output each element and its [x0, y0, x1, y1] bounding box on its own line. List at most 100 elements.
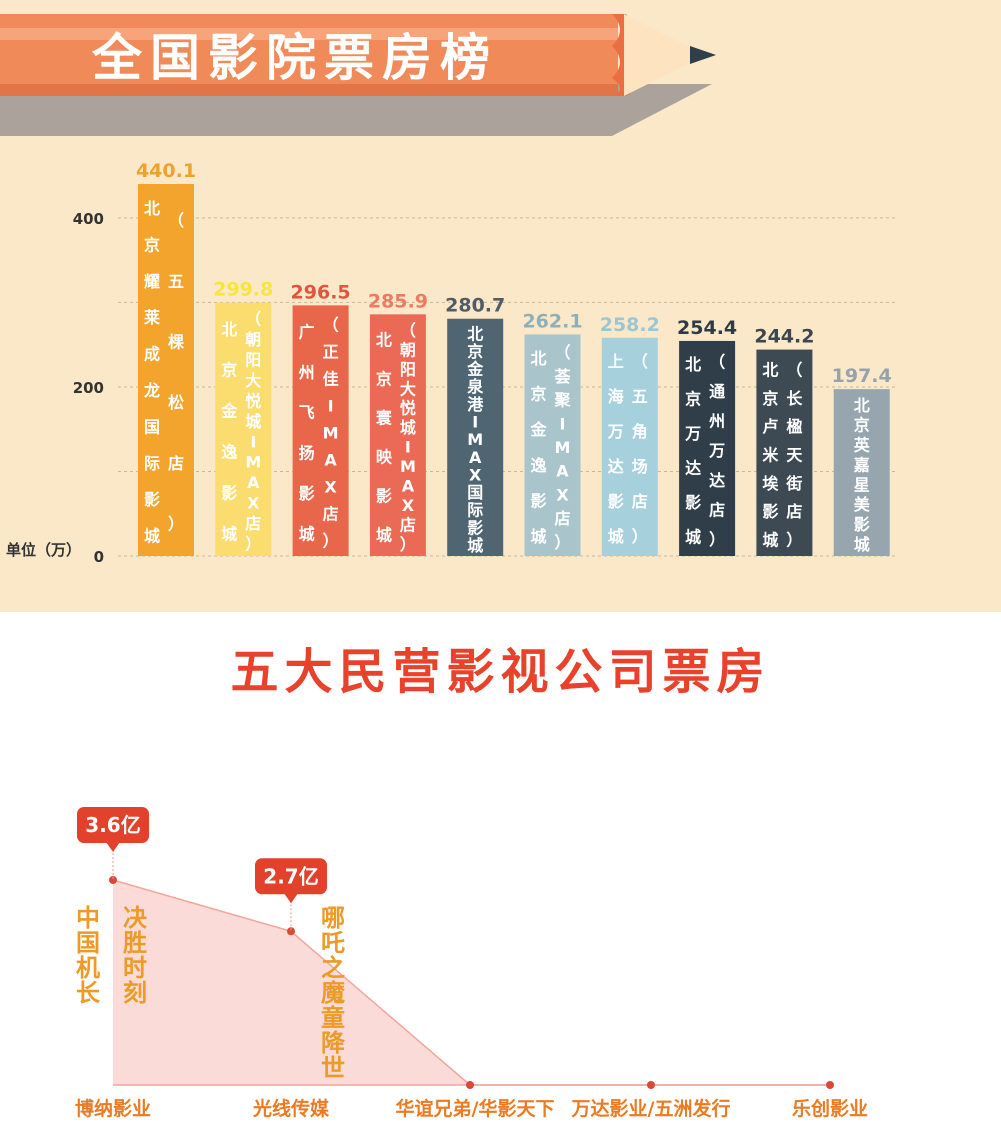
bar-label-char: 朝	[400, 340, 416, 359]
bar-label-char: 店	[632, 492, 648, 511]
bar-label-char: I	[472, 412, 478, 431]
bar-label-char: I	[250, 432, 256, 451]
callout-pointer	[106, 842, 120, 852]
bar-label-char: 天	[786, 446, 803, 465]
bar-label-char: 长	[786, 389, 803, 408]
bar-label-char: 佳	[323, 370, 339, 389]
bar-label-char: 城	[376, 525, 392, 544]
bar-label-char: M	[323, 423, 339, 442]
bar-label-char: 达	[709, 471, 725, 490]
cinema-box-office-bar-chart: 0200400单位（万）440.1北京耀莱成龙国际影城（五棵松店）299.8北京…	[6, 160, 895, 566]
bar-label-char: 京	[685, 389, 701, 408]
bar	[833, 389, 890, 556]
bar-label-char: 京	[376, 370, 392, 389]
bar-label-char: 影	[685, 493, 701, 512]
category-label: 光线传媒	[252, 1097, 330, 1120]
bar-label-char: 北	[530, 349, 546, 368]
bar-label-char: 五	[632, 387, 648, 406]
bar-label-char: 埃	[762, 474, 779, 493]
bar-label-char: 场	[632, 457, 648, 476]
bar-label-char: 卢	[762, 417, 778, 436]
callout-box	[77, 807, 149, 843]
y-tick-label: 400	[73, 210, 104, 228]
bar	[369, 314, 426, 556]
film-title-char: 刻	[123, 979, 147, 1007]
bar-label-char: 北	[685, 355, 701, 374]
bar-label-char: 城	[608, 527, 624, 546]
category-label: 博纳影业	[75, 1097, 151, 1120]
pencil-lead-tip	[690, 46, 716, 64]
bar-label-char: 嘉	[853, 455, 870, 474]
bar-label-char: X	[247, 494, 260, 513]
bar-label-char: 逸	[530, 456, 546, 475]
bar-label-char: 北	[144, 199, 160, 218]
bar-label-char: 店	[554, 509, 570, 528]
bar-label-char: 通	[709, 382, 725, 401]
value-callout: 2.7亿	[255, 858, 327, 932]
bar-label-char: A	[402, 477, 415, 496]
bar-label-char: 城	[400, 418, 416, 437]
bar	[447, 318, 504, 556]
bar-label-char: 城	[530, 527, 546, 546]
bar-label-char: 城	[467, 536, 483, 555]
bar-label-char: 国	[467, 483, 483, 502]
bar-label-char: 影	[854, 515, 870, 534]
callout-label: 3.6亿	[85, 813, 140, 837]
bar-label-char: （	[245, 310, 261, 329]
bar-value-label: 296.5	[291, 281, 351, 303]
bar-value-label: 299.8	[213, 279, 273, 301]
bar-label-char: 店	[709, 500, 725, 519]
banner-title: 全国影院票房榜	[92, 29, 498, 87]
bar-label-char: 影	[221, 483, 237, 502]
film-title-char: 吒	[321, 929, 345, 957]
bar-label-char: 港	[467, 395, 484, 414]
bar-label-char: 阳	[245, 350, 261, 369]
bar-label-char: 美	[854, 495, 871, 514]
bar-label-char: 松	[168, 393, 184, 412]
bar-value-label: 262.1	[522, 310, 582, 332]
bar-label-char: （	[400, 321, 416, 340]
y-tick-label: 0	[94, 548, 104, 566]
film-title-char: 长	[76, 979, 101, 1007]
category-label: 万达影业/五洲发行	[571, 1097, 731, 1120]
bar-label-char: 寰	[375, 408, 392, 427]
bar-label-char: M	[467, 430, 483, 449]
bar-label-char: 城	[144, 527, 160, 546]
bar-label-char: ）	[323, 531, 339, 550]
bar-label-char: 龙	[143, 381, 160, 400]
film-title-char: 魔	[321, 979, 345, 1007]
bar	[679, 340, 736, 556]
callout-pointer	[284, 893, 298, 904]
bar-label-char: 店	[168, 454, 184, 473]
bar-label-char: 影	[376, 486, 392, 505]
bar-label-char: 城	[299, 525, 315, 544]
film-title-char: 胜	[123, 929, 147, 957]
film-title-char: 时	[123, 954, 147, 982]
bar-label-char: 扬	[299, 444, 315, 463]
bar-label-char: 京	[467, 342, 483, 361]
bar-label-char: 金	[466, 360, 484, 379]
bar-label-char: 悦	[400, 399, 416, 418]
bar-label-char: 角	[632, 422, 648, 441]
bar-label-char: （	[709, 353, 725, 372]
value-callout: 3.6亿	[77, 807, 149, 880]
bar-label-char: 城	[685, 528, 701, 547]
bar-label-char: I	[560, 414, 566, 433]
bar-label-char: 街	[785, 474, 802, 493]
bar-label-char: 海	[608, 387, 624, 406]
film-title-char: 决	[123, 904, 148, 932]
y-axis-unit-label: 单位（万）	[6, 541, 81, 559]
bar-label-char: 金	[529, 420, 547, 439]
bar-label-char: 大	[400, 379, 416, 398]
callout-box	[255, 858, 327, 895]
bar-label-char: 英	[853, 436, 871, 455]
bar-label-char: 上	[608, 352, 624, 371]
bar-value-label: 440.1	[136, 160, 196, 182]
